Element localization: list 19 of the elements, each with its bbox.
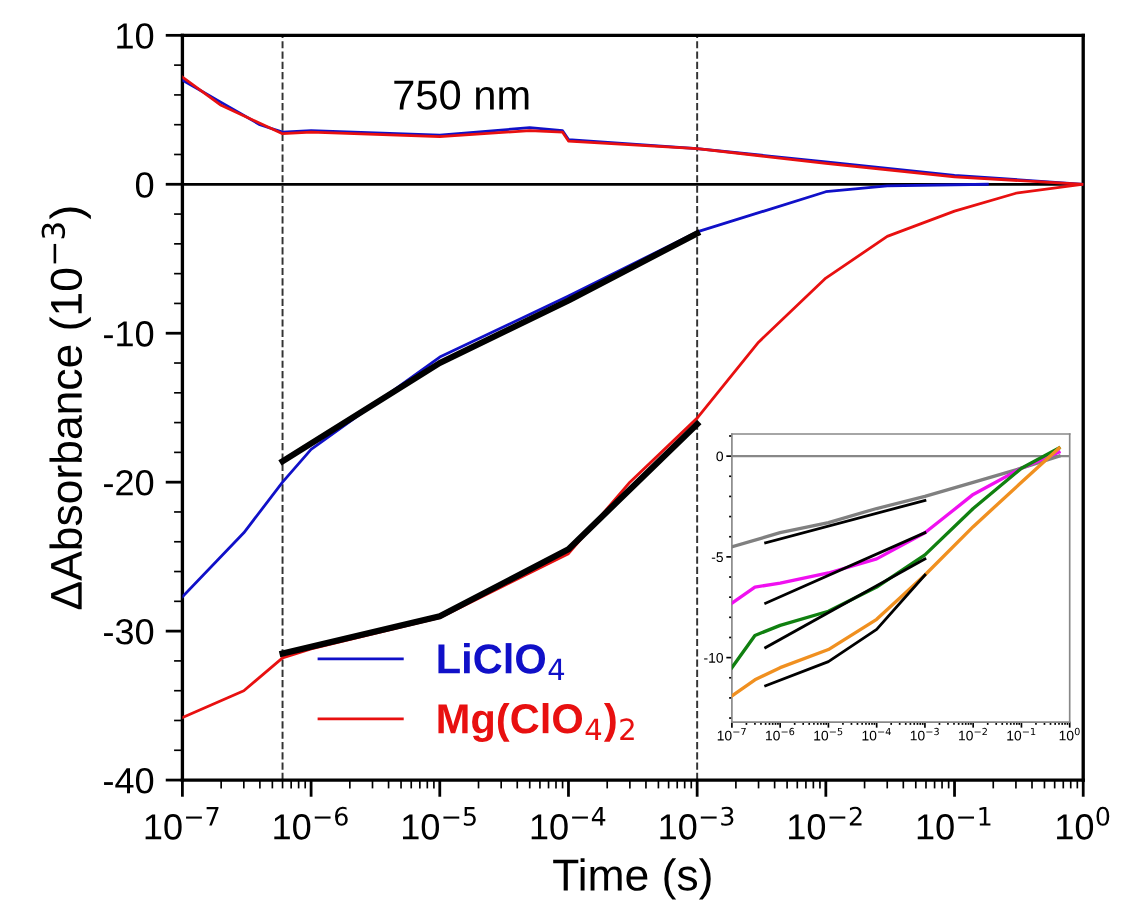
x-tick-label: 10$^{−4}$ (531, 807, 606, 840)
legend-label: Mg(ClO$_{4}$)$_{2}$ (438, 702, 634, 743)
y-tick-label: 10 (117, 23, 154, 49)
y-axis-title: ΔAbsorbance (10$^{−3}$) (41, 207, 91, 610)
y-tick-label: -10 (104, 321, 154, 347)
y-tick-label: 0 (135, 172, 154, 198)
x-tick-label: 10$^{−2}$ (789, 806, 862, 840)
annotation: 750 nm (394, 80, 529, 110)
x-tick-label: 10$^{−1}$ (917, 807, 991, 840)
x-tick-label: 10$^{−5}$ (403, 807, 476, 840)
y-tick-label: -20 (104, 470, 154, 496)
x-tick-label: 10$^{0}$ (1057, 806, 1110, 840)
x-tick-label: 10$^{−6}$ (274, 806, 348, 840)
x-tick-label: 10$^{−7}$ (145, 807, 219, 840)
x-tick-label: 10$^{−3}$ (660, 806, 734, 840)
legend-label: LiClO$_{4}$ (438, 643, 565, 681)
y-tick-label: -30 (104, 618, 154, 645)
x-axis-title: Time (s) (553, 858, 711, 900)
y-tick-label: -40 (104, 767, 154, 794)
